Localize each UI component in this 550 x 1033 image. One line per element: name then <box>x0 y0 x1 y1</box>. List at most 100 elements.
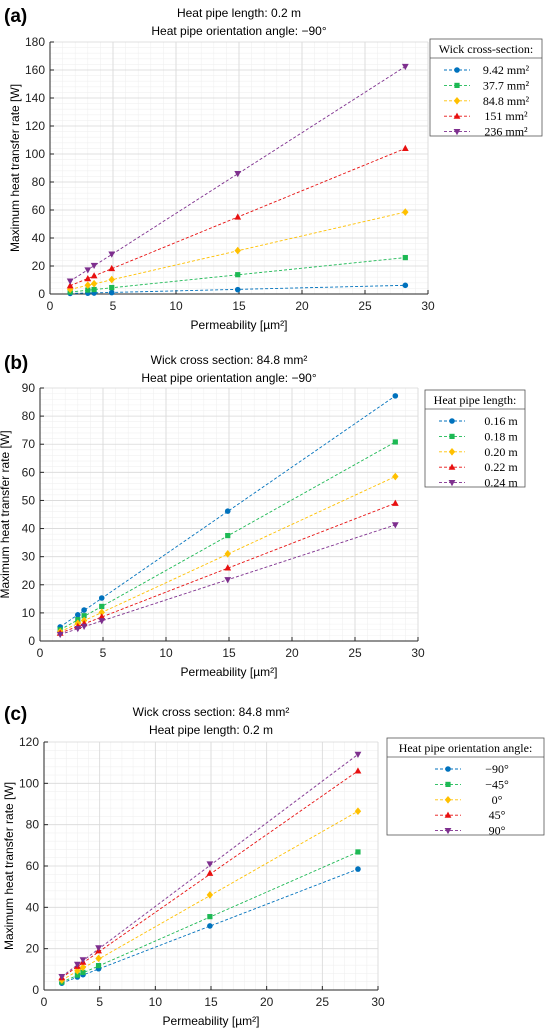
data-point <box>95 954 102 963</box>
y-tick-label: 90 <box>22 381 36 395</box>
x-tick-label: 25 <box>358 299 372 313</box>
x-tick-label: 0 <box>47 299 54 313</box>
data-point <box>354 751 362 758</box>
x-tick-label: 30 <box>371 995 385 1009</box>
panel-letter: (a) <box>4 6 27 27</box>
data-point <box>355 849 361 855</box>
series-line <box>70 257 406 293</box>
data-point <box>207 923 213 929</box>
x-tick-label: 30 <box>411 646 425 660</box>
y-tick-label: 20 <box>32 259 46 273</box>
x-tick-label: 15 <box>222 646 236 660</box>
legend-entry-label: 90° <box>489 824 506 838</box>
data-point <box>98 613 106 620</box>
chart-title-line: Heat pipe orientation angle: −90° <box>141 371 316 385</box>
series-4 <box>58 751 362 981</box>
legend-entry-label: 0° <box>492 793 503 807</box>
data-point <box>98 595 105 601</box>
grid <box>49 41 429 295</box>
legend-marker <box>448 480 456 487</box>
y-tick-label: 30 <box>22 550 36 564</box>
data-point <box>224 508 231 514</box>
data-point <box>81 607 87 613</box>
data-point <box>402 282 409 289</box>
y-tick-label: 0 <box>32 983 39 997</box>
legend-marker <box>444 796 452 804</box>
legend: Heat pipe length: 0.16 m0.18 m 0.20 m0.22 … <box>424 389 526 490</box>
x-tick-label: 20 <box>285 646 299 660</box>
y-axis-label: Maximum heat transfer rate [W] <box>0 430 12 598</box>
series-0 <box>57 393 399 630</box>
data-point <box>109 284 115 291</box>
chart-title-line: Wick cross section: 84.8 mm² <box>133 705 290 719</box>
x-axis-label: Permeability [µm²] <box>191 318 288 332</box>
data-point <box>108 251 116 258</box>
series-2 <box>66 208 409 294</box>
legend-entry-label: 45° <box>489 808 506 822</box>
data-point <box>58 973 66 981</box>
data-point <box>392 439 398 445</box>
data-point <box>66 285 74 294</box>
data-point <box>392 393 399 399</box>
legend-marker <box>448 463 456 470</box>
legend-entry-label: −90° <box>485 762 509 776</box>
grid <box>39 387 419 642</box>
data-point <box>234 213 242 220</box>
data-point <box>98 608 105 617</box>
x-tick-label: 10 <box>149 995 163 1009</box>
y-axis-label: Maximum heat transfer rate [W] <box>2 782 16 950</box>
legend-entry-label: 0.22 m <box>484 460 518 474</box>
y-tick-label: 20 <box>22 578 36 592</box>
data-point <box>206 869 214 876</box>
data-point <box>234 246 241 255</box>
legend-marker <box>445 766 451 772</box>
legend-entry-label: 151 mm² <box>484 109 528 123</box>
chart-panel-0: 0 5 10 15 20 25 30 0 20 40 60 80 100 120 140 160 180 Perm… <box>4 6 543 332</box>
legend-entry-label: 236 mm² <box>484 125 528 139</box>
data-point <box>90 279 98 288</box>
y-tick-label: 120 <box>19 735 39 749</box>
x-tick-label: 0 <box>41 995 48 1009</box>
data-point <box>108 289 115 296</box>
legend-marker <box>453 129 461 136</box>
series-2 <box>56 472 399 636</box>
data-point <box>56 631 64 639</box>
y-tick-label: 10 <box>22 606 36 620</box>
legend-title: Heat pipe orientation angle: <box>399 741 533 755</box>
data-point <box>84 275 92 282</box>
legend-marker <box>444 828 452 835</box>
chart-title-line: Heat pipe orientation angle: −90° <box>151 24 326 38</box>
legend-entry-label: 0.16 m <box>484 414 518 428</box>
legend-marker <box>444 811 452 818</box>
chart-title-line: Wick cross section: 84.8 mm² <box>151 353 308 367</box>
x-tick-label: 5 <box>100 646 107 660</box>
data-point <box>354 767 362 774</box>
y-tick-label: 50 <box>22 493 36 507</box>
x-tick-label: 20 <box>260 995 274 1009</box>
data-point <box>66 282 74 289</box>
data-point <box>81 613 87 619</box>
y-tick-label: 100 <box>25 147 45 161</box>
legend-marker <box>453 112 461 119</box>
x-axis-label: Permeability [µm²] <box>163 1014 260 1028</box>
x-tick-label: 25 <box>348 646 362 660</box>
y-tick-label: 70 <box>22 437 36 451</box>
data-point <box>207 914 213 920</box>
x-tick-label: 25 <box>316 995 330 1009</box>
series-4 <box>66 63 409 285</box>
data-point <box>90 262 98 270</box>
data-point <box>80 623 88 630</box>
x-tick-label: 30 <box>421 299 435 313</box>
y-tick-label: 60 <box>32 203 46 217</box>
data-point <box>95 963 102 969</box>
y-axis-label: Maximum heat transfer rate [W] <box>8 84 22 252</box>
y-tick-label: 80 <box>22 409 36 423</box>
data-point <box>234 286 241 293</box>
chart-panel-1: 0 5 10 15 20 25 30 0 10 20 30 40 50 60 70 80 90 Permeabil… <box>0 353 526 679</box>
data-point <box>99 603 105 610</box>
data-point <box>224 577 232 584</box>
data-point <box>234 171 242 178</box>
x-tick-label: 15 <box>232 299 246 313</box>
